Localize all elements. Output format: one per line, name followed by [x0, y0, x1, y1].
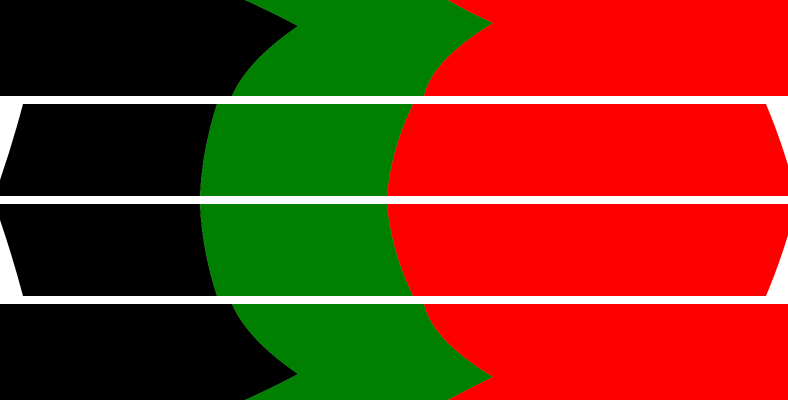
band-3-green-shape	[200, 204, 413, 296]
band-1	[0, 0, 788, 96]
band-4	[0, 304, 788, 400]
band-2-black-shape	[0, 104, 217, 196]
band-1-black-shape	[0, 0, 298, 96]
band-4-red-shape	[424, 304, 788, 400]
white-stripe-2	[0, 196, 788, 204]
band-3-black-shape	[0, 204, 217, 296]
band-3-red-shape	[387, 204, 788, 296]
band-4-black-shape	[0, 304, 298, 400]
band-3	[0, 204, 788, 296]
band-2-green-shape	[200, 104, 413, 196]
band-4-green-shape	[232, 304, 493, 400]
band-2	[0, 104, 788, 196]
band-1-green-shape	[232, 0, 493, 96]
band-2-red-shape	[387, 104, 788, 196]
white-stripe-3	[0, 296, 788, 304]
white-stripe-1	[0, 96, 788, 104]
band-1-red-shape	[424, 0, 788, 96]
